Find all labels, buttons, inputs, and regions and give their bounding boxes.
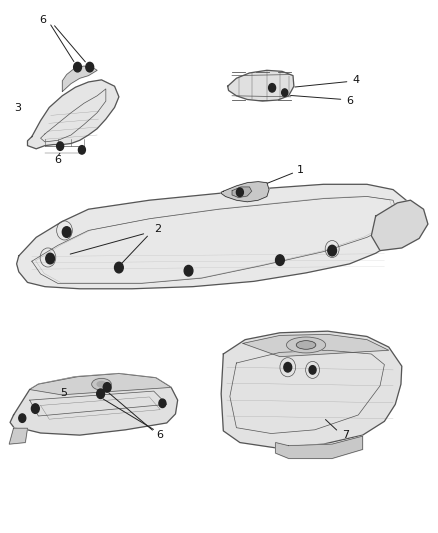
Circle shape (62, 227, 71, 237)
Polygon shape (30, 374, 171, 395)
Circle shape (276, 255, 284, 265)
Polygon shape (62, 66, 97, 92)
Text: 6: 6 (346, 96, 353, 106)
Circle shape (284, 362, 292, 372)
Circle shape (74, 62, 81, 72)
Circle shape (97, 389, 105, 399)
Circle shape (237, 188, 244, 197)
Circle shape (86, 62, 94, 72)
Ellipse shape (286, 337, 325, 353)
Polygon shape (10, 374, 178, 435)
Text: 6: 6 (39, 15, 46, 25)
Polygon shape (221, 182, 269, 202)
Ellipse shape (296, 341, 316, 349)
Circle shape (57, 142, 64, 150)
Circle shape (19, 414, 26, 422)
Circle shape (328, 245, 336, 256)
Circle shape (159, 399, 166, 408)
Polygon shape (28, 80, 119, 149)
Text: 1: 1 (297, 165, 304, 175)
Polygon shape (17, 184, 410, 289)
Circle shape (282, 89, 288, 96)
Ellipse shape (97, 382, 106, 387)
Polygon shape (371, 200, 428, 251)
Circle shape (115, 262, 123, 273)
Circle shape (103, 383, 111, 392)
Circle shape (268, 84, 276, 92)
Text: 3: 3 (14, 103, 21, 114)
Circle shape (184, 265, 193, 276)
Polygon shape (9, 428, 28, 444)
Circle shape (32, 404, 39, 414)
Text: 6: 6 (157, 430, 164, 440)
Polygon shape (232, 187, 252, 198)
Circle shape (78, 146, 85, 154)
Circle shape (46, 253, 54, 264)
Text: 4: 4 (353, 75, 360, 85)
Text: 7: 7 (342, 430, 349, 440)
Polygon shape (228, 70, 294, 101)
Ellipse shape (92, 378, 111, 390)
Polygon shape (276, 436, 363, 458)
Polygon shape (243, 334, 389, 357)
Polygon shape (221, 331, 402, 448)
Text: 5: 5 (60, 387, 67, 398)
Circle shape (309, 366, 316, 374)
Text: 6: 6 (54, 156, 61, 165)
Text: 2: 2 (155, 224, 162, 235)
